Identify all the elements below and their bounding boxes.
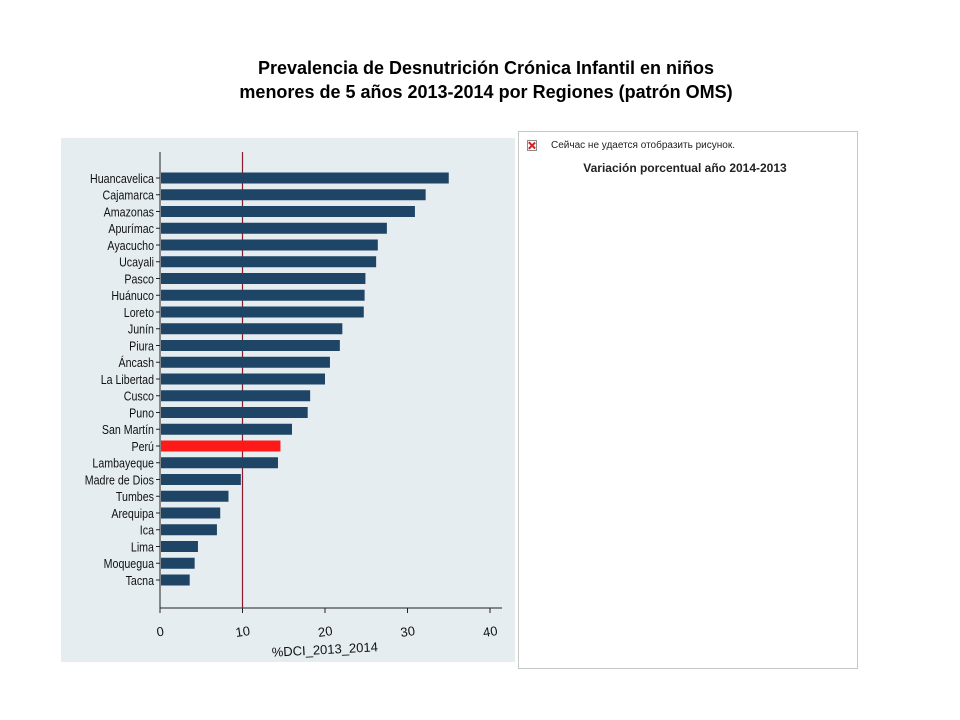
bar-arequipa bbox=[161, 507, 221, 519]
x-tick-label: 40 bbox=[482, 623, 498, 640]
chart-title: Prevalencia de Desnutrición Crónica Infa… bbox=[0, 56, 960, 104]
variation-chart-panel: Сейчас не удается отобразить рисунок. Va… bbox=[518, 131, 858, 669]
category-label: Cusco bbox=[124, 389, 155, 404]
category-label: Huánuco bbox=[111, 288, 154, 303]
x-tick-label: 0 bbox=[156, 624, 165, 640]
bar-ayacucho bbox=[161, 239, 378, 251]
broken-image-placeholder: Сейчас не удается отобразить рисунок. bbox=[527, 140, 735, 151]
x-axis-title: %DCI_2013_2014 bbox=[271, 639, 378, 660]
bar-perú bbox=[161, 440, 281, 452]
category-label: Huancavelica bbox=[90, 171, 154, 186]
bar-amazonas bbox=[161, 206, 415, 217]
broken-image-message: Сейчас не удается отобразить рисунок. bbox=[551, 140, 735, 151]
bar-loreto bbox=[161, 306, 364, 318]
category-label: Loreto bbox=[124, 305, 155, 320]
bar-ucayali bbox=[161, 256, 377, 268]
category-label: Tacna bbox=[126, 573, 155, 588]
category-label: Arequipa bbox=[111, 506, 154, 521]
category-label: Ucayali bbox=[119, 255, 154, 270]
title-line-2: menores de 5 años 2013-2014 por Regiones… bbox=[239, 82, 733, 102]
broken-image-icon bbox=[527, 140, 537, 151]
bar-madre-de-dios bbox=[161, 474, 241, 485]
bar-cusco bbox=[161, 390, 311, 402]
category-label: Cajamarca bbox=[103, 188, 155, 203]
category-label: La Libertad bbox=[101, 372, 154, 387]
variation-chart-caption: Variación porcentual año 2014-2013 bbox=[583, 161, 787, 175]
bar-piura bbox=[161, 340, 340, 351]
bar-lambayeque bbox=[161, 457, 278, 469]
bar-huancavelica bbox=[161, 172, 449, 184]
bar-junín bbox=[161, 323, 343, 335]
bar-san-martín bbox=[161, 423, 292, 435]
category-label: Amazonas bbox=[104, 204, 154, 219]
x-tick-label: 10 bbox=[235, 623, 251, 640]
category-label: Lima bbox=[131, 539, 154, 554]
category-label: Moquegua bbox=[104, 556, 155, 571]
category-label: Apurímac bbox=[108, 221, 154, 236]
category-label: Junín bbox=[128, 322, 154, 337]
category-label: San Martín bbox=[102, 422, 154, 437]
bar-tumbes bbox=[161, 490, 229, 502]
category-label: Ayacucho bbox=[107, 238, 154, 253]
bar-áncash bbox=[161, 356, 330, 368]
category-label: Madre de Dios bbox=[85, 472, 154, 487]
category-label: Tumbes bbox=[116, 489, 154, 504]
bar-la-libertad bbox=[161, 373, 325, 385]
bar-chart-panel: Huancavelica Cajamarca Amazonas Apurímac Aya… bbox=[61, 138, 515, 662]
x-tick-label: 30 bbox=[400, 623, 416, 640]
x-tick-label: 20 bbox=[317, 623, 333, 640]
title-line-1: Prevalencia de Desnutrición Crónica Infa… bbox=[257, 58, 715, 78]
category-label: Lambayeque bbox=[92, 456, 154, 471]
bar-cajamarca bbox=[161, 189, 426, 201]
bar-moquegua bbox=[161, 557, 195, 569]
bar-apurímac bbox=[161, 222, 387, 234]
category-label: Pasco bbox=[124, 271, 154, 286]
bar-huánuco bbox=[161, 289, 365, 301]
category-label: Piura bbox=[129, 338, 154, 353]
bar-tacna bbox=[161, 574, 190, 586]
category-label: Perú bbox=[131, 439, 154, 454]
bar-lima bbox=[161, 541, 198, 552]
bar-puno bbox=[161, 407, 308, 418]
bar-ica bbox=[161, 524, 217, 536]
category-label: Ica bbox=[140, 523, 155, 538]
category-label: Áncash bbox=[118, 354, 154, 370]
category-label: Puno bbox=[129, 405, 154, 420]
bar-pasco bbox=[161, 273, 366, 284]
